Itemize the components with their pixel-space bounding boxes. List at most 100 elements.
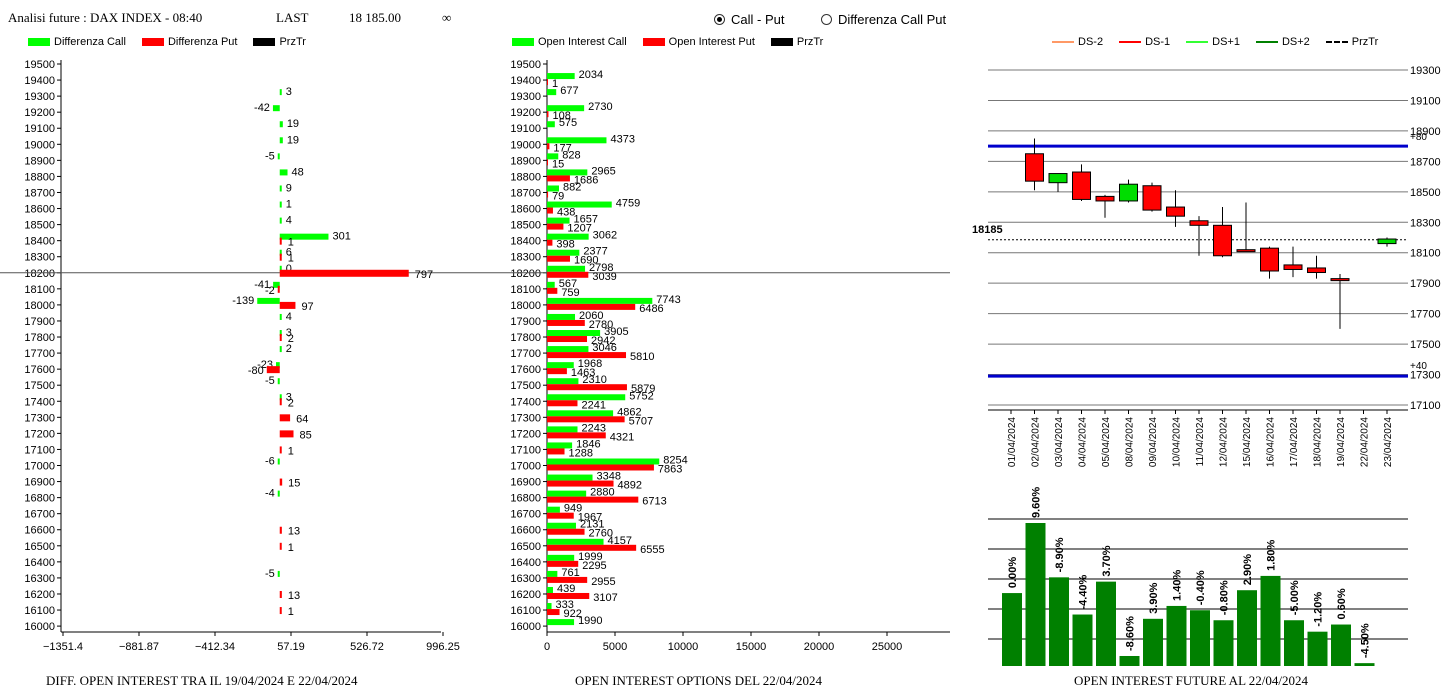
left-call-diff-label: -6 [265, 456, 275, 468]
fut-oi-label: -1.20% [1313, 592, 1325, 627]
mid-y-tick-label: 18500 [510, 220, 541, 232]
mid-call-oi-bar [547, 185, 559, 192]
left-put-diff-label: 2 [288, 397, 294, 409]
mid-put-oi-label: 5810 [630, 351, 654, 363]
mid-put-oi-bar [547, 79, 548, 86]
mid-put-oi-label: 922 [564, 608, 582, 620]
left-y-tick-label: 18500 [24, 220, 55, 232]
cs-y-tick-label: 17500 [1410, 339, 1441, 351]
mid-call-oi-label: 2131 [580, 519, 604, 531]
mid-y-tick-label: 16900 [510, 477, 541, 489]
left-put-diff-bar [279, 334, 282, 342]
mid-put-oi-bar [547, 576, 588, 583]
left-y-tick-label: 17100 [24, 444, 55, 456]
mid-call-oi-label: 2798 [589, 262, 613, 274]
mid-call-oi-label: 677 [560, 85, 578, 97]
mid-call-oi-label: 2243 [582, 422, 606, 434]
radio-differenza-label: Differenza Call Put [838, 12, 947, 27]
left-call-diff-label: 4 [286, 311, 292, 323]
mid-put-oi-bar [547, 464, 654, 471]
radio-differenza[interactable]: Differenza Call Put [821, 12, 946, 27]
left-y-tick-label: 19300 [24, 91, 55, 103]
mid-put-oi-bar [547, 207, 553, 214]
cs-candle-body [1142, 185, 1162, 211]
fut-oi-bar [1284, 620, 1304, 666]
mid-put-oi-label: 1686 [574, 174, 598, 186]
mid-call-oi-bar [547, 458, 660, 465]
left-call-diff-label: 1 [286, 199, 292, 211]
mid-call-oi-bar [547, 297, 653, 304]
mid-call-oi-bar [547, 217, 570, 224]
mid-put-oi-label: 398 [556, 239, 574, 251]
fut-oi-label: -4.50% [1360, 623, 1372, 658]
mid-y-tick-label: 16200 [510, 589, 541, 601]
mid-y-tick-label: 16000 [510, 621, 541, 633]
mid-put-oi-bar [547, 287, 558, 294]
left-call-diff-label: 2 [286, 343, 292, 355]
mid-x-tick-label: 15000 [736, 641, 767, 653]
mid-put-oi-label: 2942 [591, 335, 615, 347]
left-caption: DIFF. OPEN INTEREST TRA IL 19/04/2024 E … [46, 673, 358, 688]
left-call-diff-label: 3 [286, 86, 292, 98]
mid-put-oi-bar [547, 528, 585, 535]
mid-call-oi-bar [547, 603, 552, 610]
mid-y-tick-label: 16300 [510, 573, 541, 585]
mid-call-oi-bar [547, 506, 560, 513]
mid-put-oi-label: 2955 [591, 576, 615, 588]
cs-x-tick-label: 03/04/2024 [1054, 417, 1065, 467]
radio-call-put[interactable]: Call - Put [714, 12, 784, 27]
mid-y-tick-label: 17200 [510, 428, 541, 440]
cs-upper-level-label: +80 [1410, 132, 1427, 143]
mid-put-oi-bar [547, 544, 637, 551]
mid-put-oi-bar [547, 368, 567, 375]
left-call-diff-bar [279, 346, 282, 353]
legend-ds-minus1: DS-1 [1119, 36, 1170, 48]
left-put-diff-bar [279, 301, 296, 309]
mid-y-tick-label: 17700 [510, 348, 541, 360]
fut-oi-label: -8.60% [1125, 616, 1137, 651]
fut-oi-bar [1307, 631, 1328, 666]
left-call-diff-bar [279, 89, 282, 96]
mid-call-oi-bar [547, 281, 555, 288]
left-y-tick-label: 17300 [24, 412, 55, 424]
left-y-tick-label: 16900 [24, 477, 55, 489]
cs-x-tick-label: 12/04/2024 [1219, 417, 1230, 467]
left-y-tick-label: 18000 [24, 300, 55, 312]
left-put-diff-bar [279, 398, 282, 406]
left-put-diff-label: 1 [288, 606, 294, 618]
left-y-tick-label: 19500 [24, 59, 55, 71]
left-put-diff-bar [266, 366, 280, 374]
left-y-tick-label: 18100 [24, 284, 55, 296]
cs-candle-body [1377, 238, 1397, 245]
mid-call-oi-bar [547, 522, 576, 529]
cs-y-tick-label: 17100 [1410, 400, 1441, 412]
mid-put-oi-bar [547, 239, 553, 246]
left-y-tick-label: 19400 [24, 75, 55, 87]
left-y-tick-label: 17000 [24, 461, 55, 473]
fut-oi-bar [1331, 624, 1351, 666]
mid-put-oi-label: 4321 [610, 431, 634, 443]
mid-put-oi-bar [547, 512, 574, 519]
mid-y-tick-label: 16800 [510, 493, 541, 505]
left-call-diff-bar [276, 362, 280, 369]
legend-oi-prztr: PrzTr [770, 36, 823, 48]
fut-oi-bar [1190, 610, 1210, 666]
mid-call-oi-bar [547, 538, 604, 545]
cs-candle-body [1048, 173, 1068, 184]
cs-candle-body [1283, 264, 1303, 270]
mid-call-oi-label: 5752 [629, 390, 653, 402]
left-put-diff-label: 1 [288, 445, 294, 457]
legend-oi-call: Open Interest Call [512, 36, 627, 48]
mid-call-oi-bar [547, 73, 575, 80]
cs-candle-body [1166, 206, 1185, 217]
mid-put-oi-label: 6713 [642, 496, 666, 508]
mid-put-oi-label: 5707 [629, 415, 653, 427]
mid-call-oi-bar [547, 233, 589, 240]
mid-put-oi-label: 1288 [569, 447, 593, 459]
left-put-diff-label: 797 [415, 269, 433, 281]
mid-put-oi-label: 108 [552, 110, 570, 122]
mid-y-tick-label: 18400 [510, 236, 541, 248]
mid-call-oi-label: 8254 [663, 455, 687, 467]
left-put-diff-bar [279, 607, 282, 615]
cs-y-tick-label: 19100 [1410, 95, 1441, 107]
